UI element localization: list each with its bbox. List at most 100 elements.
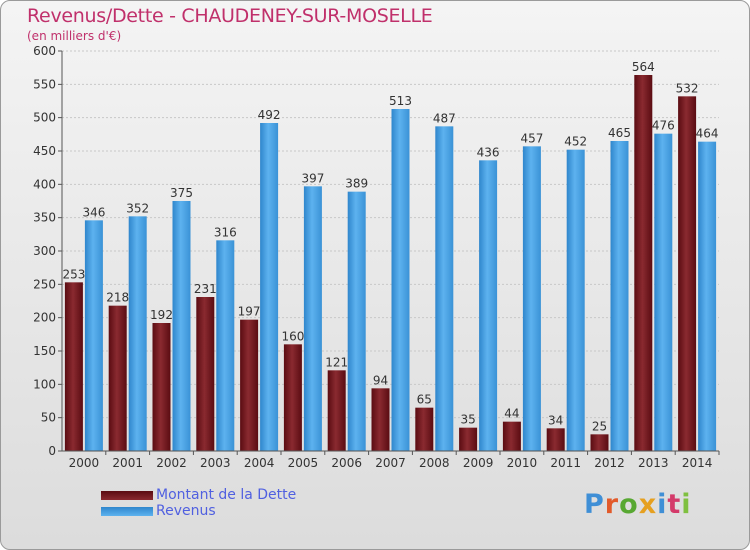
x-tick-label: 2007 [375, 456, 406, 470]
y-tick-label: 0 [48, 444, 56, 458]
data-label-revenus: 492 [258, 108, 281, 122]
bar-dette [240, 319, 259, 451]
data-label-dette: 44 [504, 407, 519, 421]
data-label-revenus: 346 [82, 205, 105, 219]
x-tick-label: 2004 [244, 456, 275, 470]
x-tick-label: 2005 [288, 456, 319, 470]
data-label-revenus: 352 [126, 201, 149, 215]
bar-revenus [84, 220, 103, 451]
y-tick-label: 300 [33, 244, 56, 258]
data-label-dette: 65 [417, 393, 432, 407]
data-label-dette: 564 [632, 60, 655, 74]
x-tick-label: 2006 [331, 456, 362, 470]
bar-revenus [566, 149, 585, 451]
y-tick-label: 400 [33, 177, 56, 191]
bar-dette [590, 434, 609, 451]
bar-revenus [172, 201, 191, 451]
data-label-revenus: 476 [652, 119, 675, 133]
legend-label-revenus: Revenus [156, 503, 216, 519]
data-label-revenus: 465 [608, 126, 631, 140]
bar-dette [678, 96, 697, 451]
bar-dette [502, 421, 521, 451]
bar-revenus [479, 160, 498, 452]
x-tick-label: 2003 [200, 456, 231, 470]
chart-subtitle: (en milliers d'€) [27, 29, 122, 43]
bar-revenus [654, 133, 673, 451]
proxiti-logo: Proxiti [584, 489, 692, 520]
legend: Montant de la Dette Revenus [101, 487, 296, 519]
data-label-dette: 197 [238, 305, 261, 319]
bar-dette [634, 75, 653, 451]
data-label-dette: 121 [325, 355, 348, 369]
data-label-revenus: 464 [696, 127, 719, 141]
x-tick-label: 2013 [638, 456, 669, 470]
data-label-revenus: 389 [345, 177, 368, 191]
data-label-revenus: 436 [477, 145, 500, 159]
legend-item-dette: Montant de la Dette [101, 487, 296, 503]
bar-revenus [610, 141, 629, 451]
x-tick-label: 2002 [156, 456, 187, 470]
x-tick-label: 2009 [463, 456, 494, 470]
x-tick-label: 2000 [69, 456, 100, 470]
data-label-revenus: 397 [301, 171, 324, 185]
bar-revenus [522, 146, 541, 452]
logo-letter: x [638, 489, 658, 520]
bar-revenus [435, 126, 454, 451]
bar-dette [459, 427, 478, 451]
axes: 0 50 100 150 200 250 300 350 400 450 500 550 600 2000… [33, 44, 720, 470]
bar-dette [546, 428, 565, 451]
legend-swatch-dette [101, 490, 153, 500]
data-label-revenus: 375 [170, 186, 193, 200]
data-label-dette: 35 [460, 413, 475, 427]
grid [62, 50, 719, 452]
legend-item-revenus: Revenus [101, 503, 296, 519]
bar-dette [283, 344, 302, 451]
data-label-dette: 94 [373, 373, 388, 387]
data-label-dette: 34 [548, 413, 563, 427]
y-tick-label: 50 [41, 411, 56, 425]
y-tick-label: 100 [33, 377, 56, 391]
data-label-revenus: 513 [389, 94, 412, 108]
x-tick-label: 2014 [682, 456, 713, 470]
bar-dette [64, 282, 83, 451]
legend-swatch-revenus [101, 506, 153, 516]
x-tick-label: 2010 [507, 456, 538, 470]
y-tick-label: 600 [33, 44, 56, 58]
bar-revenus [216, 240, 235, 451]
data-label-revenus: 487 [433, 111, 456, 125]
data-label-dette: 192 [150, 308, 173, 322]
logo-letter: r [604, 489, 620, 520]
bar-revenus [260, 123, 279, 451]
logo-letter: o [619, 489, 639, 520]
x-tick-label: 2012 [594, 456, 625, 470]
bar-revenus [698, 141, 717, 451]
y-tick-label: 450 [33, 144, 56, 158]
bar-dette [108, 305, 127, 451]
data-labels: 253 346 218 352 192 375 231 316 197 492 160 397 121 3… [62, 60, 718, 433]
legend-label-dette: Montant de la Dette [156, 487, 297, 503]
data-label-dette: 231 [194, 282, 217, 296]
data-label-dette: 218 [106, 291, 129, 305]
x-tick-label: 2001 [112, 456, 143, 470]
bar-dette [196, 297, 215, 451]
bar-dette [415, 407, 434, 451]
bar-revenus [303, 186, 322, 452]
bar-dette [371, 388, 390, 451]
y-tick-label: 200 [33, 311, 56, 325]
logo-letter: P [584, 489, 605, 520]
logo-letter: i [681, 489, 692, 520]
logo-letter: i [657, 489, 668, 520]
data-label-dette: 25 [592, 419, 607, 433]
data-label-revenus: 316 [214, 225, 237, 239]
y-tick-label: 350 [33, 211, 56, 225]
bar-revenus [347, 191, 366, 451]
logo-letter: t [667, 489, 682, 520]
bar-dette [327, 370, 346, 451]
bar-dette [152, 323, 171, 451]
data-label-dette: 253 [62, 267, 85, 281]
y-tick-label: 550 [33, 77, 56, 91]
bar-revenus [128, 216, 147, 451]
y-tick-label: 500 [33, 111, 56, 125]
